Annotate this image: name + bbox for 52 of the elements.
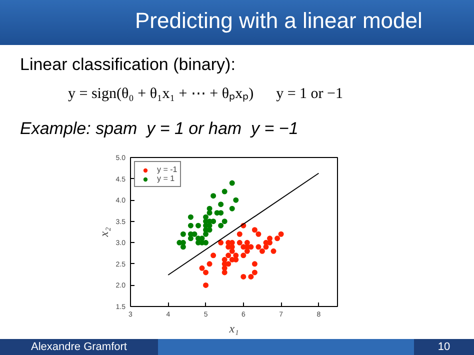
point [218, 210, 224, 216]
legend-label: y = 1 [157, 174, 176, 183]
text: 10 [414, 339, 474, 355]
point [203, 214, 209, 220]
point [252, 227, 258, 233]
point [210, 218, 216, 224]
point [236, 231, 242, 237]
point [218, 222, 224, 228]
point [180, 244, 186, 250]
point [240, 252, 246, 258]
point [229, 180, 235, 186]
point [203, 270, 209, 276]
y-axis-title: x₂ [96, 227, 111, 238]
point [222, 270, 228, 276]
legend-label: y = -1 [157, 165, 178, 174]
text: Example: spam y = 1 or ham y = −1 [20, 118, 298, 140]
point [203, 240, 209, 246]
point [256, 244, 262, 250]
point [256, 231, 262, 237]
point [210, 252, 216, 258]
point [229, 206, 235, 212]
point [180, 231, 186, 237]
point [206, 206, 212, 212]
point [188, 236, 194, 242]
x-axis-title: x₁ [228, 322, 239, 336]
point [222, 218, 228, 224]
point [248, 274, 254, 280]
point [199, 265, 205, 271]
text: y = sign(θ₀ + θ₁x₁ + ⋯ + θₚxₚ) y = 1 or −1 [68, 85, 343, 104]
point [218, 202, 224, 208]
point [270, 248, 276, 254]
text: Linear classification (binary): [20, 54, 236, 76]
point [188, 214, 194, 220]
point [195, 222, 201, 228]
point [274, 236, 280, 242]
point [210, 193, 216, 199]
point [218, 240, 224, 246]
chart-title: Predicting with a linear model [135, 7, 422, 35]
point [233, 197, 239, 203]
point [222, 188, 228, 194]
point [252, 261, 258, 267]
point [226, 252, 232, 258]
text: Alexandre Gramfort [0, 339, 158, 355]
point [236, 240, 242, 246]
point [252, 270, 258, 276]
point [244, 240, 250, 246]
point [240, 274, 246, 280]
point [278, 231, 284, 237]
point [188, 222, 194, 228]
point [203, 282, 209, 288]
point [259, 248, 265, 254]
point [206, 261, 212, 267]
